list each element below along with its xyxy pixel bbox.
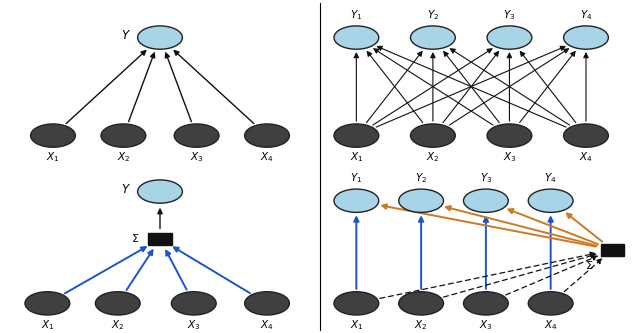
Text: $X_2$: $X_2$ <box>116 151 130 165</box>
Text: $X_3$: $X_3$ <box>502 151 516 165</box>
Text: $\Sigma$: $\Sigma$ <box>131 232 139 244</box>
Text: $Y$: $Y$ <box>121 183 131 196</box>
Circle shape <box>528 189 573 212</box>
Circle shape <box>410 124 455 147</box>
Circle shape <box>399 292 444 315</box>
FancyBboxPatch shape <box>601 244 624 256</box>
Text: $Y_3$: $Y_3$ <box>480 171 492 185</box>
Text: $X_3$: $X_3$ <box>479 318 493 332</box>
Circle shape <box>334 292 379 315</box>
Circle shape <box>174 124 219 147</box>
Text: $X_1$: $X_1$ <box>349 318 363 332</box>
Circle shape <box>25 292 70 315</box>
Circle shape <box>138 180 182 203</box>
Text: $X_4$: $X_4$ <box>260 151 274 165</box>
Circle shape <box>463 292 508 315</box>
Text: $X_2$: $X_2$ <box>111 318 124 332</box>
Circle shape <box>244 292 289 315</box>
Text: $X_1$: $X_1$ <box>40 318 54 332</box>
Text: $Y_1$: $Y_1$ <box>350 8 362 22</box>
Text: $X_2$: $X_2$ <box>426 151 440 165</box>
Text: $Y_4$: $Y_4$ <box>545 171 557 185</box>
Text: $X_4$: $X_4$ <box>260 318 274 332</box>
Text: $Y_1$: $Y_1$ <box>350 171 362 185</box>
Text: $X_2$: $X_2$ <box>415 318 428 332</box>
Text: $Y_2$: $Y_2$ <box>427 8 439 22</box>
Text: $X_3$: $X_3$ <box>190 151 204 165</box>
Circle shape <box>334 124 379 147</box>
Text: $X_1$: $X_1$ <box>46 151 60 165</box>
Text: $\Sigma$: $\Sigma$ <box>585 259 593 271</box>
Circle shape <box>244 124 289 147</box>
Circle shape <box>528 292 573 315</box>
Text: $Y_2$: $Y_2$ <box>415 171 428 185</box>
Text: $Y_3$: $Y_3$ <box>503 8 516 22</box>
Circle shape <box>487 124 532 147</box>
Circle shape <box>487 26 532 49</box>
Text: $X_1$: $X_1$ <box>349 151 363 165</box>
FancyBboxPatch shape <box>148 233 172 245</box>
Circle shape <box>463 189 508 212</box>
Circle shape <box>172 292 216 315</box>
Circle shape <box>410 26 455 49</box>
Circle shape <box>564 26 609 49</box>
Circle shape <box>564 124 609 147</box>
Circle shape <box>334 26 379 49</box>
Circle shape <box>31 124 76 147</box>
Circle shape <box>95 292 140 315</box>
Circle shape <box>399 189 444 212</box>
Text: $X_4$: $X_4$ <box>579 151 593 165</box>
Text: $Y_4$: $Y_4$ <box>580 8 592 22</box>
Text: $X_3$: $X_3$ <box>187 318 200 332</box>
Circle shape <box>101 124 146 147</box>
Circle shape <box>334 189 379 212</box>
Text: $X_4$: $X_4$ <box>544 318 557 332</box>
Text: $Y$: $Y$ <box>121 29 131 42</box>
Circle shape <box>138 26 182 49</box>
